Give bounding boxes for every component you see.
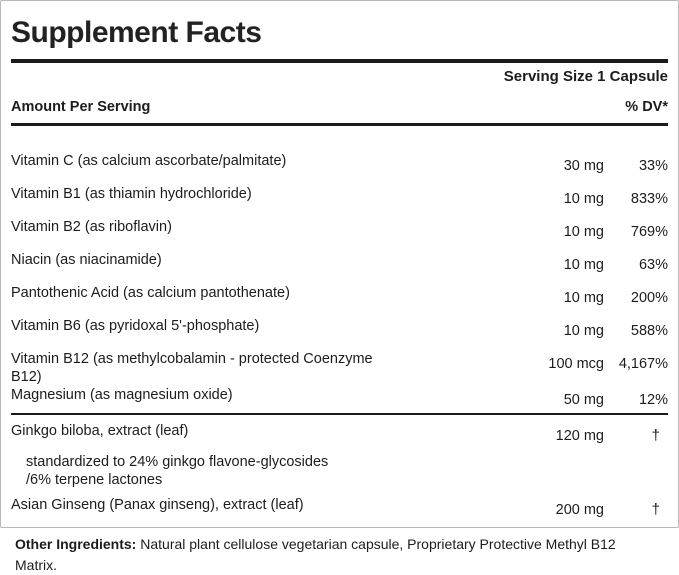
divider-medium-header xyxy=(11,123,668,126)
ingredient-name: Pantothenic Acid (as calcium pantothenat… xyxy=(11,285,290,301)
ingredient-amount: 30 mg xyxy=(563,158,604,174)
table-row-pantothenic-acid: Pantothenic Acid (as calcium pantothenat… xyxy=(11,284,668,307)
ingredient-dv: 33% xyxy=(638,158,668,174)
ingredient-name: Vitamin B2 (as riboflavin) xyxy=(11,219,172,235)
ingredient-dv: 4,167% xyxy=(618,356,668,372)
ingredient-amount: 120 mg xyxy=(555,428,604,444)
ingredient-amount: 10 mg xyxy=(563,290,604,306)
ingredient-name: Vitamin B1 (as thiamin hydrochloride) xyxy=(11,186,252,202)
other-ingredients-text: Natural plant cellulose vegetarian capsu… xyxy=(15,536,616,573)
other-ingredients: Other Ingredients: Natural plant cellulo… xyxy=(15,534,653,575)
ingredient-dv: 833% xyxy=(630,191,668,207)
ingredient-dv: 12% xyxy=(638,392,668,408)
supplement-facts-panel: Supplement Facts Serving Size 1 Capsule … xyxy=(0,0,679,528)
ingredient-amount: 100 mcg xyxy=(548,356,604,372)
serving-size: Serving Size 1 Capsule xyxy=(503,68,668,85)
ingredient-amount: 200 mg xyxy=(555,502,604,518)
table-row-ginkgo-biloba: Ginkgo biloba, extract (leaf) 120 mg † xyxy=(11,422,668,445)
ginseng-standardization-note: standardized to 20% ginsenosides xyxy=(26,527,668,528)
ingredient-amount: 10 mg xyxy=(563,191,604,207)
ingredient-name: Asian Ginseng (Panax ginseng), extract (… xyxy=(11,497,304,513)
ingredient-dv: 200% xyxy=(630,290,668,306)
ingredient-dv: 588% xyxy=(630,323,668,339)
ingredient-name: Ginkgo biloba, extract (leaf) xyxy=(11,423,189,439)
panel-title: Supplement Facts xyxy=(11,16,262,49)
table-row-vitamin-c: Vitamin C (as calcium ascorbate/palmitat… xyxy=(11,152,668,175)
column-header-row: Amount Per Serving % DV* xyxy=(11,98,668,116)
table-row-vitamin-b2: Vitamin B2 (as riboflavin) 10 mg 769% xyxy=(11,218,668,241)
ingredient-name: Niacin (as niacinamide) xyxy=(11,252,162,268)
ingredient-dv: 769% xyxy=(630,224,668,240)
ingredient-name: Vitamin B6 (as pyridoxal 5'-phosphate) xyxy=(11,318,260,334)
other-ingredients-label: Other Ingredients: xyxy=(15,536,137,552)
ingredient-name: Magnesium (as magnesium oxide) xyxy=(11,387,233,403)
table-row-vitamin-b12: Vitamin B12 (as methylcobalamin - protec… xyxy=(11,350,668,386)
ginkgo-standardization-note: standardized to 24% ginkgo flavone-glyco… xyxy=(26,454,329,488)
ingredient-dv: 63% xyxy=(638,257,668,273)
table-row-asian-ginseng: Asian Ginseng (Panax ginseng), extract (… xyxy=(11,496,668,519)
divider-thin-herbs xyxy=(11,413,668,415)
table-row-vitamin-b6: Vitamin B6 (as pyridoxal 5'-phosphate) 1… xyxy=(11,317,668,340)
ingredient-amount: 10 mg xyxy=(563,224,604,240)
dagger-symbol: † xyxy=(651,501,660,518)
ingredient-name: Vitamin B12 (as methylcobalamin - protec… xyxy=(11,351,373,385)
nutrient-rows: Vitamin C (as calcium ascorbate/palmitat… xyxy=(11,152,668,409)
ingredient-name: Vitamin C (as calcium ascorbate/palmitat… xyxy=(11,153,287,169)
table-row-magnesium: Magnesium (as magnesium oxide) 50 mg 12% xyxy=(11,386,668,409)
ingredient-amount: 50 mg xyxy=(563,392,604,408)
dagger-symbol: † xyxy=(651,427,660,444)
table-row-niacin: Niacin (as niacinamide) 10 mg 63% xyxy=(11,251,668,274)
divider-thick-top xyxy=(11,59,668,63)
amount-per-serving-header: Amount Per Serving xyxy=(11,99,151,115)
ingredient-amount: 10 mg xyxy=(563,257,604,273)
ingredient-amount: 10 mg xyxy=(563,323,604,339)
percent-dv-header: % DV* xyxy=(625,99,668,115)
table-row-vitamin-b1: Vitamin B1 (as thiamin hydrochloride) 10… xyxy=(11,185,668,208)
